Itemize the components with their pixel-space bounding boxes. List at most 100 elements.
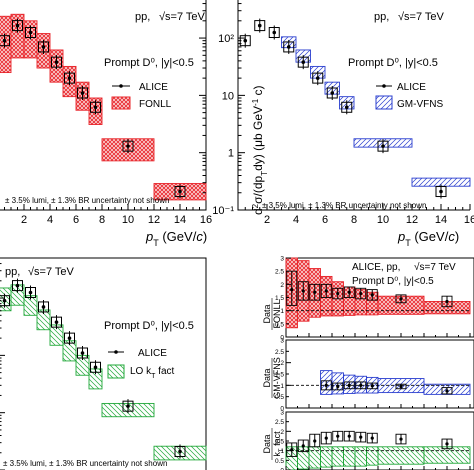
- ratio-syst-box: [297, 281, 309, 301]
- data-point: [2, 298, 7, 303]
- data-syst-box: [283, 41, 295, 53]
- ratio-syst-box: [366, 432, 378, 444]
- ratio-y-tick-label: 2.5: [275, 349, 284, 356]
- ratio-y-tick-label: 0.5: [275, 321, 284, 328]
- ratio-point: [399, 297, 403, 301]
- ratio-point: [359, 383, 363, 387]
- x-tick-label: 14: [174, 214, 186, 226]
- data-point: [344, 105, 349, 110]
- data-syst-box: [38, 41, 49, 53]
- ratio-band-box: [331, 446, 344, 467]
- data-point: [439, 189, 443, 194]
- ratio-y-tick-label: 3: [280, 256, 284, 263]
- ratio-point: [324, 383, 328, 387]
- legend-swatch-fonll: [111, 96, 131, 110]
- ratio-y-tick-label: 3: [280, 338, 284, 345]
- ratio-y-tick-label: 1.5: [275, 439, 284, 446]
- ratio-point: [370, 384, 374, 388]
- legend-swatch-gmvfns: [375, 95, 393, 110]
- x-tick-label: 6: [322, 214, 328, 226]
- ratio-ylabel-bottom: FONLL: [272, 299, 282, 328]
- data-syst-box: [90, 101, 101, 113]
- x-tick-label: 16: [464, 214, 474, 226]
- ratio-y-tick-label: 1.5: [275, 372, 284, 379]
- x-axis-ticks: 2 4 6 8 10 12 14 16: [237, 204, 474, 226]
- data-syst-box: [377, 140, 389, 152]
- x-axis-title-left: pT (GeV/c): [145, 229, 207, 248]
- data-syst-box: [77, 347, 88, 359]
- collision-label: pp,: [135, 11, 150, 23]
- legend-label-alice: ALICE: [397, 82, 426, 93]
- x-tick-label: 12: [148, 214, 160, 226]
- data-point: [15, 23, 20, 28]
- data-syst-box: [90, 361, 101, 373]
- ratio-point: [347, 383, 351, 387]
- ratio-band-box: [308, 446, 321, 469]
- ratio-point: [445, 299, 449, 304]
- data-syst-box: [312, 72, 324, 84]
- collision-label: pp,: [374, 11, 389, 23]
- data-syst-box: [326, 87, 338, 99]
- x-tick-label: 2: [264, 214, 270, 226]
- x-tick-label: 4: [293, 214, 299, 226]
- ratio-syst-box: [441, 438, 453, 450]
- ratio-panel: 0 0.5 1 1.5 2 2.5 3 0 0.5 1 1.5 2 2.5 3 0 0.5 1 1.5 2 2.5…: [262, 256, 474, 470]
- ratio-ylabel-kt: Data kT fact: [262, 428, 285, 460]
- legend-label-gmvfns: GM-VFNS: [397, 99, 443, 110]
- legend-label-alice: ALICE: [138, 348, 167, 359]
- ratio-point: [301, 444, 305, 448]
- species-label: Prompt D⁰, |y|<0.5: [352, 276, 434, 287]
- data-point: [41, 45, 46, 49]
- ratio-y-tick-label: 2: [280, 360, 284, 367]
- data-syst-box: [341, 101, 353, 113]
- data-point: [80, 91, 85, 95]
- ratio-syst-box: [366, 382, 378, 390]
- legend-label-fonll: FONLL: [139, 99, 172, 110]
- alice-data-series: [0, 278, 186, 459]
- data-point: [28, 30, 33, 35]
- alice-data-series: [0, 18, 186, 199]
- data-point: [67, 76, 72, 80]
- ratio-syst-box: [355, 431, 367, 443]
- ratio-point: [301, 289, 305, 293]
- species-label: Prompt D⁰, |y|<0.5: [104, 57, 194, 69]
- ratio-band-box: [366, 446, 379, 466]
- ratio-syst-box: [286, 442, 298, 457]
- ratio-point: [336, 291, 340, 296]
- ratio-y-tick-label: 0: [280, 406, 284, 413]
- data-syst-box: [435, 186, 447, 198]
- legend-label-kt: LO kT fact: [130, 366, 175, 380]
- uncertainty-note: ± 3.5% lumi, ± 1.3% BR uncertainty not s…: [3, 459, 167, 468]
- fonll-band: [0, 13, 207, 201]
- y-axis-ticks: [199, 3, 206, 211]
- ratio-syst-box: [309, 283, 321, 301]
- ratio-band-box: [343, 446, 356, 467]
- data-point: [178, 189, 182, 194]
- ratio-kt-subpanel: 0 0.5 1 1.5 2 2.5 3: [275, 410, 474, 470]
- ratio-point: [336, 434, 340, 438]
- data-point: [381, 144, 385, 148]
- y-tick-label: 1: [228, 148, 234, 160]
- ratio-point: [445, 442, 449, 446]
- ratio-band-box: [320, 446, 333, 468]
- data-syst-box: [25, 27, 36, 39]
- ratio-point: [347, 290, 351, 294]
- collision-label: pp,: [5, 266, 20, 278]
- ratio-syst-box: [366, 289, 378, 301]
- ratio-ylabel-fonll: Data FONLL: [262, 298, 282, 330]
- ratio-syst-box: [320, 380, 332, 391]
- data-syst-box: [174, 446, 186, 458]
- ratio-point: [324, 436, 328, 440]
- ratio-y-tick-label: 0.5: [275, 394, 284, 401]
- fonll-panel: 2 4 6 8 10 12 14 16 pp, √s=7 TeV Prompt D⁰, |y|…: [0, 0, 212, 226]
- ratio-syst-box: [332, 382, 344, 391]
- gmvfns-panel: 2 4 6 8 10 12 14 16 10⁻¹ 1 10 10² pp, √s=7 TeV Pro…: [212, 0, 474, 226]
- ratio-syst-box: [395, 294, 407, 304]
- data-point: [126, 404, 130, 408]
- ratio-syst-box: [395, 383, 407, 390]
- energy-label: √s=7 TeV: [159, 11, 206, 23]
- y-axis-ticks: 10⁻¹ 1 10 10²: [212, 3, 245, 217]
- ratio-syst-box: [332, 430, 344, 442]
- data-syst-box: [77, 87, 88, 99]
- collaboration-label: ALICE, pp,: [352, 262, 400, 273]
